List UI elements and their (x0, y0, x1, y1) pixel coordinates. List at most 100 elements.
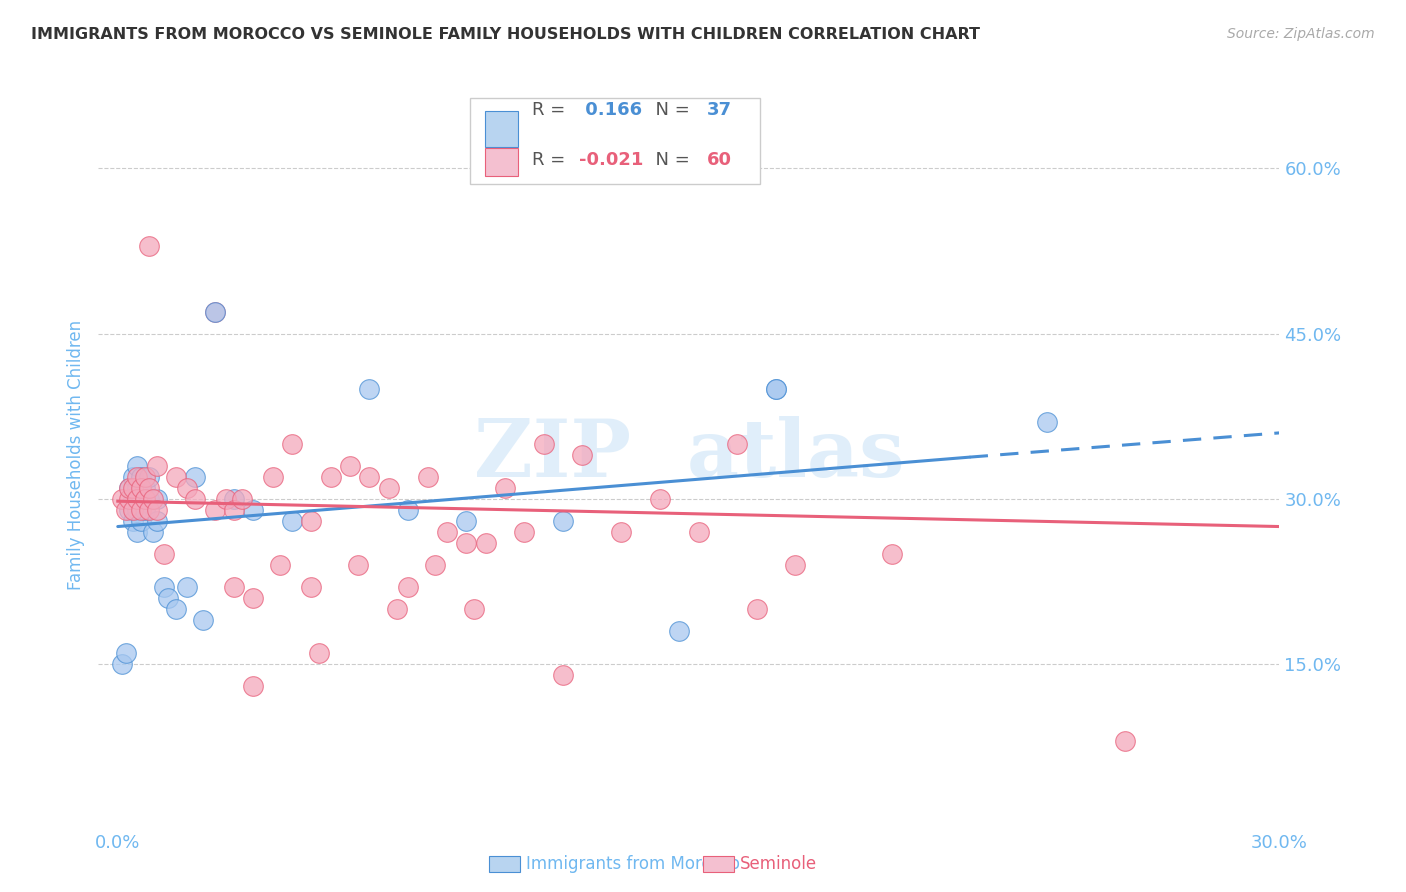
Point (134, 470, 156, 484)
Point (122, 470, 145, 484)
Point (551, 514, 574, 528)
Point (127, 491, 149, 506)
Text: IMMIGRANTS FROM MOROCCO VS SEMINOLE FAMILY HOUSEHOLDS WITH CHILDREN CORRELATION : IMMIGRANTS FROM MOROCCO VS SEMINOLE FAMI… (31, 27, 980, 42)
Text: N =: N = (644, 102, 696, 120)
Point (378, 481, 401, 495)
Point (648, 491, 671, 506)
Point (463, 602, 485, 616)
Point (129, 491, 152, 506)
Point (127, 458, 149, 473)
Point (281, 437, 304, 451)
Point (222, 580, 245, 594)
Point (118, 481, 141, 495)
Point (396, 580, 419, 594)
Point (242, 503, 264, 517)
Point (129, 503, 152, 517)
Text: Source: ZipAtlas.com: Source: ZipAtlas.com (1227, 27, 1375, 41)
Point (1114, 734, 1136, 748)
FancyBboxPatch shape (485, 148, 517, 177)
Point (114, 646, 136, 660)
Point (242, 591, 264, 606)
Point (359, 470, 381, 484)
Point (134, 503, 156, 517)
Point (111, 657, 134, 672)
Point (176, 580, 198, 594)
Point (242, 679, 264, 693)
Point (204, 503, 226, 517)
Text: R =: R = (531, 151, 571, 169)
Point (231, 491, 253, 506)
Point (122, 491, 145, 506)
Point (269, 558, 291, 573)
Point (359, 382, 381, 396)
Point (533, 437, 555, 451)
Point (281, 514, 304, 528)
Point (571, 448, 593, 462)
Point (127, 524, 149, 539)
Point (347, 558, 370, 573)
Point (882, 547, 904, 561)
Point (127, 470, 149, 484)
Point (551, 668, 574, 682)
Text: -0.021: -0.021 (579, 151, 644, 169)
Point (474, 536, 496, 550)
Text: ZIP  atlas: ZIP atlas (474, 416, 904, 494)
Point (184, 470, 207, 484)
Point (668, 624, 690, 639)
Point (127, 503, 149, 517)
Point (396, 503, 419, 517)
Point (138, 491, 160, 506)
Point (513, 524, 536, 539)
Point (308, 646, 330, 660)
Point (129, 514, 152, 528)
Point (456, 514, 478, 528)
FancyBboxPatch shape (471, 97, 759, 184)
Point (142, 491, 165, 506)
Point (145, 503, 167, 517)
Point (222, 503, 245, 517)
FancyBboxPatch shape (485, 111, 517, 147)
Point (1036, 415, 1059, 429)
Point (138, 470, 160, 484)
Point (425, 558, 447, 573)
Point (204, 304, 226, 318)
Point (319, 470, 342, 484)
Point (145, 458, 167, 473)
Point (165, 602, 187, 616)
Point (765, 382, 787, 396)
Point (176, 481, 198, 495)
Text: Seminole: Seminole (740, 855, 817, 873)
Point (153, 547, 176, 561)
Point (157, 591, 180, 606)
Point (191, 613, 214, 627)
Point (134, 491, 156, 506)
Point (145, 491, 167, 506)
Point (339, 458, 361, 473)
Point (262, 470, 284, 484)
Point (111, 491, 134, 506)
Point (785, 558, 807, 573)
Point (138, 503, 160, 517)
Point (153, 580, 176, 594)
Point (134, 481, 156, 495)
Point (118, 481, 141, 495)
Text: N =: N = (644, 151, 696, 169)
Point (122, 481, 145, 495)
Text: 0.166: 0.166 (579, 102, 643, 120)
Point (416, 470, 439, 484)
Point (129, 481, 152, 495)
Text: Immigrants from Morocco: Immigrants from Morocco (526, 855, 740, 873)
Point (118, 491, 141, 506)
Point (725, 437, 748, 451)
Point (765, 382, 787, 396)
Point (145, 514, 167, 528)
Point (142, 524, 165, 539)
Point (688, 524, 710, 539)
Point (456, 536, 478, 550)
Point (610, 524, 633, 539)
Point (129, 470, 152, 484)
Text: 60: 60 (707, 151, 731, 169)
Point (184, 491, 207, 506)
Point (122, 514, 145, 528)
Point (165, 470, 187, 484)
